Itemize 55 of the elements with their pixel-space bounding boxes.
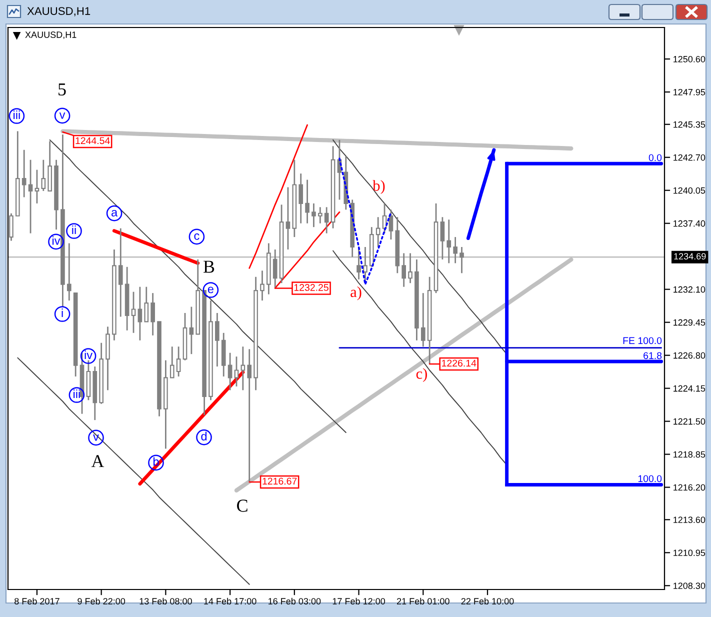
annotation: a) (350, 286, 362, 300)
annotation: 1216.67 (262, 478, 297, 485)
annotation: 1244.54 (76, 137, 110, 144)
y-tick-label: 1226.80 (674, 352, 706, 359)
annotation: b) (372, 180, 385, 194)
chart-title: XAUUSD,H1 (27, 7, 90, 16)
annotation: d (201, 432, 207, 440)
y-tick-label: 1250.60 (674, 56, 706, 62)
annotation: a (112, 210, 118, 216)
x-tick-label: 16 Feb 03:00 (268, 598, 321, 604)
y-tick-label: 1242.70 (674, 154, 706, 161)
annotation: e (208, 286, 214, 294)
annotation: FE 100.0 (623, 337, 662, 344)
x-tick-label: 21 Feb 01:00 (396, 598, 450, 604)
x-tick-label: 17 Feb 12:00 (332, 598, 386, 604)
annotation: i (62, 308, 63, 318)
annotation: 0.0 (648, 154, 662, 162)
x-tick-label: 13 Feb 08:00 (140, 598, 192, 604)
annotation: iii (74, 389, 80, 398)
x-tick-label: 8 Feb 2017 (14, 598, 60, 604)
annotation: 61.8 (644, 352, 662, 360)
y-tick-label: 1232.10 (674, 286, 706, 293)
chart-subtitle: XAUUSD,H1 (25, 32, 76, 39)
y-tick-label: 1221.50 (674, 418, 706, 425)
y-tick-label: 1210.95 (674, 550, 706, 556)
y-tick-label: 1208.30 (674, 582, 706, 589)
annotation: iv (52, 236, 60, 245)
y-tick-label: 1224.15 (674, 385, 706, 392)
y-tick-label: 1213.60 (674, 516, 706, 524)
ref-line-label: 1234.69 (674, 253, 706, 260)
annotation: 5 (58, 84, 66, 96)
annotation: C (237, 500, 248, 512)
annotation: B (203, 260, 214, 273)
y-tick-label: 1240.05 (674, 187, 706, 194)
annotation: iii (14, 110, 20, 120)
annotation: c) (416, 368, 427, 382)
x-tick-label: 14 Feb 17:00 (204, 598, 256, 604)
y-tick-label: 1247.95 (674, 88, 706, 96)
y-tick-label: 1216.20 (674, 484, 706, 491)
x-tick-label: 9 Feb 22:00 (78, 598, 126, 604)
y-tick-label: 1218.85 (674, 451, 706, 458)
y-tick-label: 1229.45 (674, 319, 706, 326)
annotation: c (194, 233, 200, 240)
annotation: 1232.25 (294, 284, 328, 291)
annotation: iv (84, 350, 93, 360)
annotation: b (153, 457, 159, 466)
y-tick-label: 1245.35 (674, 121, 706, 128)
annotation: A (91, 455, 104, 468)
annotation: v (93, 434, 99, 441)
annotation: ii (72, 226, 76, 234)
annotation: 1226.14 (442, 360, 476, 367)
x-tick-label: 22 Feb 10:00 (461, 598, 514, 604)
annotation: 100.0 (638, 475, 662, 482)
y-tick-label: 1237.40 (674, 220, 706, 227)
annotation: v (59, 112, 66, 119)
